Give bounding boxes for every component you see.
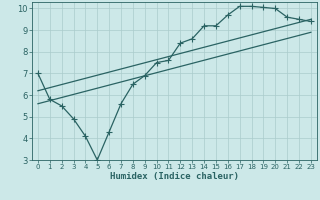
X-axis label: Humidex (Indice chaleur): Humidex (Indice chaleur) bbox=[110, 172, 239, 181]
